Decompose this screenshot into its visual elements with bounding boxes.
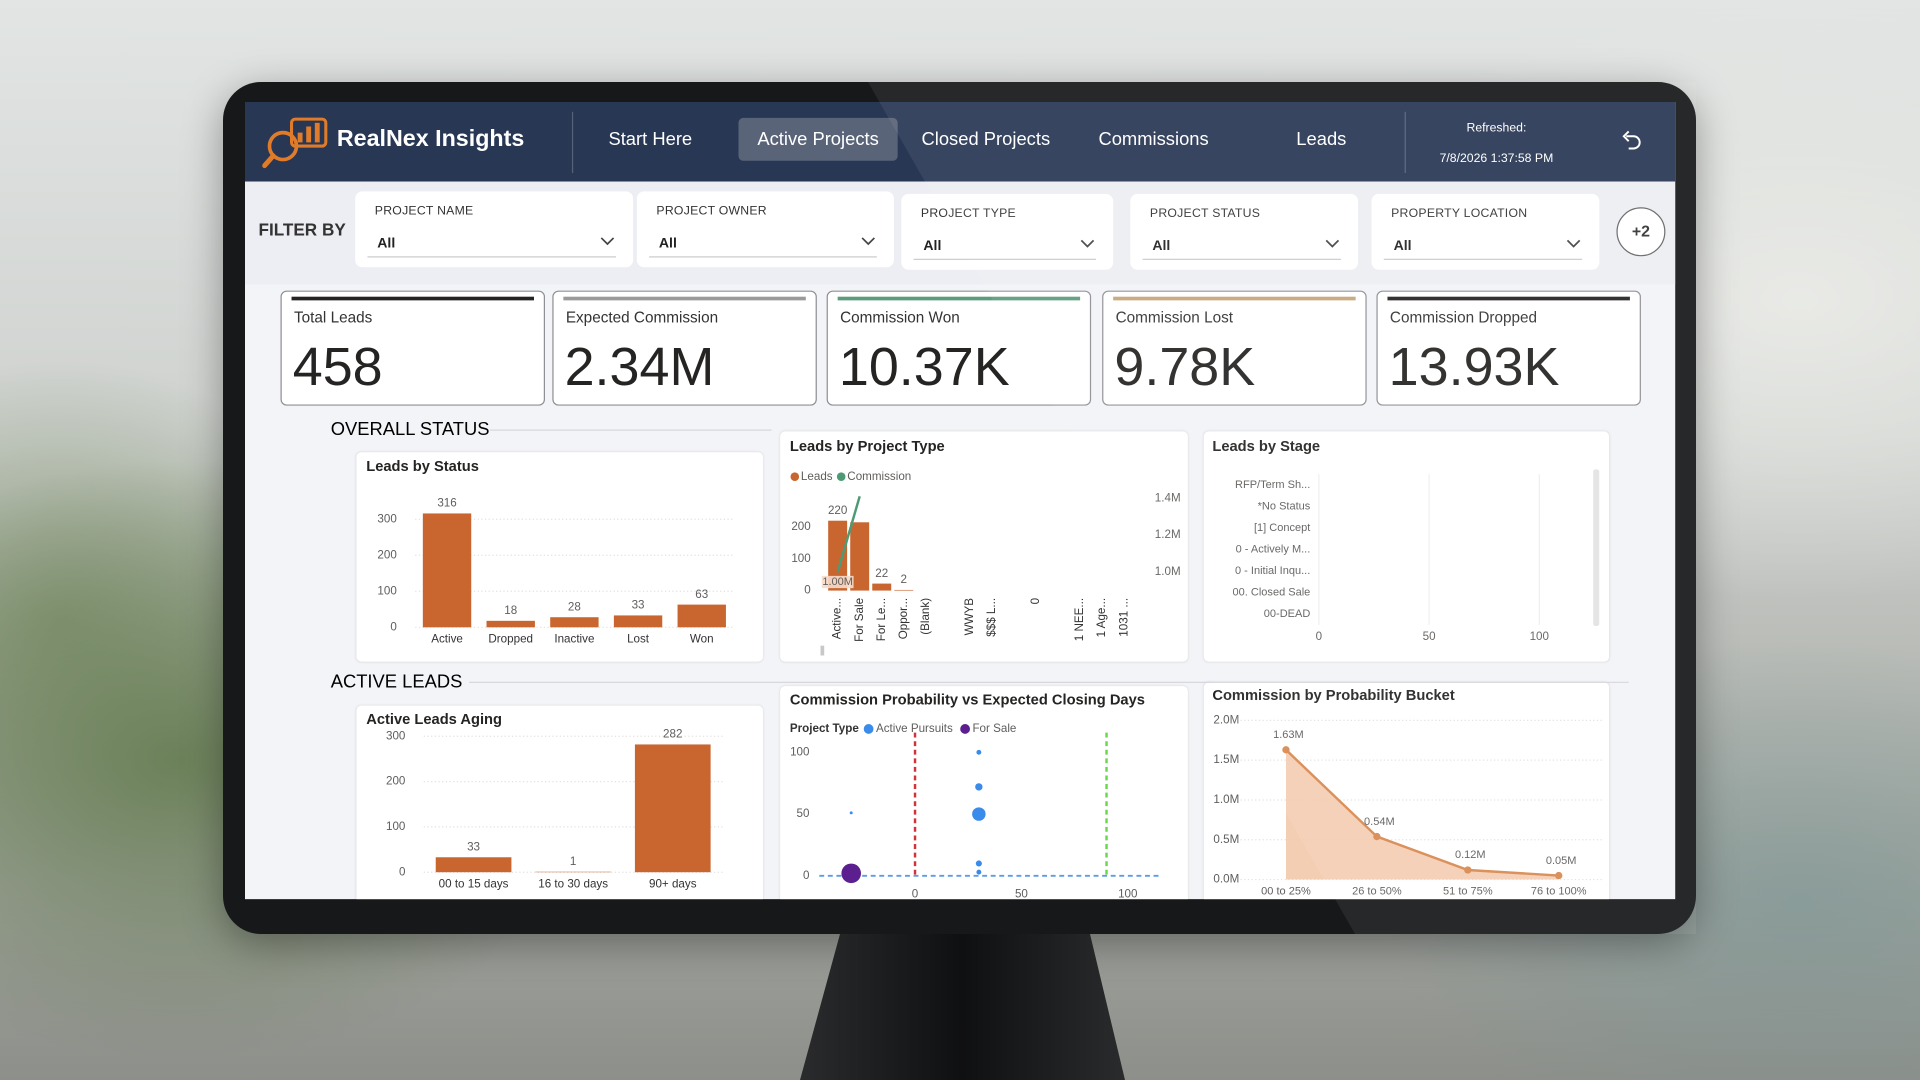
nav-tab[interactable]: Closed Projects bbox=[921, 128, 1051, 150]
filter-underline bbox=[1383, 258, 1583, 260]
kpi-accent bbox=[291, 296, 534, 301]
chart-card bbox=[780, 686, 1188, 900]
stand-neck bbox=[800, 934, 1125, 1080]
filter-underline bbox=[367, 256, 617, 258]
filter-label: PROJECT TYPE bbox=[920, 207, 1016, 221]
filter-label: PROJECT NAME bbox=[374, 204, 474, 219]
chart-card bbox=[1203, 431, 1610, 662]
dropdown-chevron[interactable] bbox=[599, 235, 616, 247]
kpi-title: Commission Lost bbox=[1115, 308, 1234, 327]
dashboard-screen: RealNex Insights Start Here Active Proje… bbox=[245, 102, 1676, 900]
filter-slicer[interactable]: PROJECT TYPE All bbox=[901, 193, 1114, 270]
dropdown-chevron[interactable] bbox=[1324, 238, 1341, 250]
chart-card bbox=[1203, 682, 1610, 900]
kpi-value: 2.34M bbox=[564, 337, 715, 398]
kpi-title: Commission Dropped bbox=[1389, 308, 1538, 327]
filter-label: PROJECT OWNER bbox=[656, 204, 767, 219]
kpi-value: 10.37K bbox=[838, 337, 1010, 398]
logo bbox=[262, 117, 328, 169]
filter-by-label: FILTER BY bbox=[258, 219, 346, 240]
filter-slicer[interactable]: PROJECT OWNER All bbox=[636, 191, 894, 268]
section-heading: OVERALL STATUS bbox=[331, 418, 490, 439]
dropdown-chevron[interactable] bbox=[860, 235, 877, 247]
filter-underline bbox=[649, 256, 877, 258]
kpi-title: Commission Won bbox=[840, 308, 960, 327]
kpi-card: Commission Dropped 13.93K bbox=[1376, 290, 1641, 406]
divider bbox=[1404, 111, 1406, 174]
nav-tab[interactable]: Commissions bbox=[1098, 128, 1209, 150]
refreshed-time: 7/8/2026 1:37:58 PM bbox=[1439, 152, 1554, 166]
divider bbox=[571, 111, 574, 174]
filter-underline bbox=[1142, 258, 1341, 260]
filter-value: All bbox=[1152, 239, 1171, 254]
section-heading: ACTIVE LEADS bbox=[331, 670, 463, 691]
dropdown-chevron[interactable] bbox=[1565, 238, 1582, 250]
filter-underline bbox=[913, 258, 1097, 260]
kpi-accent bbox=[837, 296, 1081, 301]
filter-slicer[interactable]: PROPERTY LOCATION All bbox=[1371, 193, 1600, 270]
kpi-title: Total Leads bbox=[293, 308, 373, 327]
filter-value: All bbox=[658, 236, 677, 252]
filter-value: All bbox=[1393, 239, 1412, 254]
kpi-value: 9.78K bbox=[1114, 337, 1256, 398]
refreshed-label: Refreshed: bbox=[1466, 121, 1527, 136]
kpi-accent bbox=[1113, 296, 1356, 301]
dropdown-chevron[interactable] bbox=[1079, 238, 1096, 250]
kpi-accent bbox=[563, 296, 806, 301]
filter-slicer[interactable]: PROJECT STATUS All bbox=[1130, 193, 1359, 270]
kpi-value: 458 bbox=[292, 337, 383, 398]
filter-label: PROJECT STATUS bbox=[1149, 207, 1261, 221]
kpi-card: Total Leads 458 bbox=[280, 290, 546, 406]
nav-tab[interactable]: Leads bbox=[1296, 128, 1347, 150]
brand-name: RealNex Insights bbox=[336, 126, 525, 153]
chart-card bbox=[780, 431, 1188, 662]
kpi-card: Commission Lost 9.78K bbox=[1102, 290, 1367, 406]
nav-tab[interactable]: Start Here bbox=[608, 128, 693, 150]
kpi-accent bbox=[1387, 296, 1630, 301]
nav-tab[interactable]: Active Projects bbox=[738, 117, 898, 161]
filter-value: All bbox=[377, 236, 396, 252]
filter-value: All bbox=[923, 239, 942, 254]
kpi-card: Commission Won 10.37K bbox=[826, 290, 1092, 406]
filter-label: PROPERTY LOCATION bbox=[1391, 207, 1528, 221]
header-bar: RealNex Insights Start Here Active Proje… bbox=[245, 102, 1676, 182]
kpi-value: 13.93K bbox=[1388, 337, 1560, 398]
kpi-title: Expected Commission bbox=[565, 308, 719, 327]
more-filters[interactable]: +2 bbox=[1616, 207, 1666, 257]
chart-card bbox=[356, 705, 763, 900]
kpi-card: Expected Commission 2.34M bbox=[552, 290, 817, 406]
back-button[interactable] bbox=[1621, 130, 1643, 152]
filter-slicer[interactable]: PROJECT NAME All bbox=[355, 191, 634, 268]
chart-card bbox=[356, 452, 763, 662]
